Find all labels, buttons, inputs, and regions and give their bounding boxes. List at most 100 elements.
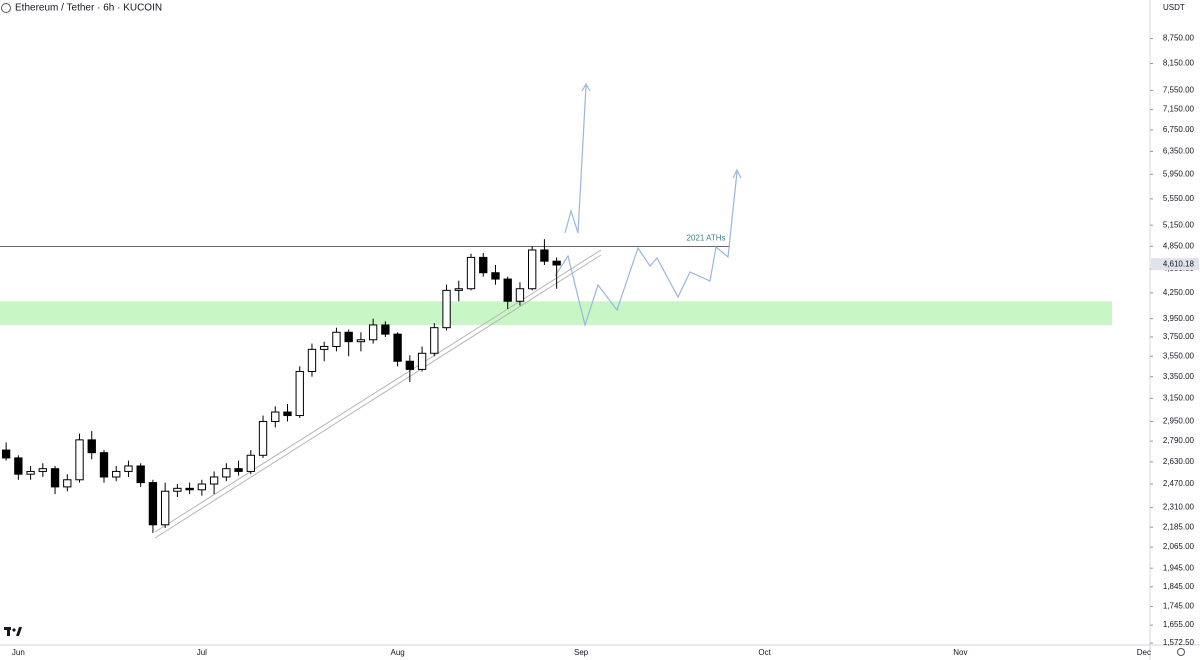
trendline <box>154 254 602 539</box>
y-tick-label: 3,750.00 <box>1163 332 1195 341</box>
x-tick-label: Sep <box>574 648 589 657</box>
candles <box>1 239 561 533</box>
candle-body <box>136 465 145 484</box>
axis-layer: 8,750.00 8,150.00 7,550.00 7,150.00 6,750.00… <box>12 34 1199 657</box>
y-tick-label: 5,150.00 <box>1163 220 1195 229</box>
logo <box>4 627 22 636</box>
x-tick-label: Oct <box>758 648 771 657</box>
candle-body <box>148 482 158 526</box>
candle-body <box>295 370 304 417</box>
last-price-label: 4,610.18 <box>1163 259 1195 268</box>
candle-body <box>258 420 268 456</box>
candle-body <box>356 339 366 343</box>
candle-body <box>283 411 292 417</box>
candle-body <box>87 439 96 454</box>
candle-body <box>491 272 500 280</box>
candle-body <box>26 470 35 475</box>
candle-body <box>112 470 121 478</box>
candle-body <box>173 487 182 492</box>
candle-body <box>222 468 231 478</box>
candle-body <box>234 468 243 472</box>
last-price-box <box>1151 258 1199 271</box>
candle-body <box>271 411 280 422</box>
y-tick-label: 1,845.00 <box>1163 582 1195 591</box>
candle-body <box>209 476 219 485</box>
candle-body <box>1 449 11 459</box>
candle-body <box>197 483 207 491</box>
candle-body <box>332 331 341 347</box>
y-tick-label: 1,745.00 <box>1163 602 1195 611</box>
x-tick-label: Nov <box>953 648 967 657</box>
candle-body <box>99 452 109 478</box>
x-tick-label: Aug <box>390 648 404 657</box>
candle-body <box>50 468 60 488</box>
y-tick-label: 2,185.00 <box>1163 522 1195 531</box>
candle-body <box>124 465 133 472</box>
y-tick-label: 4,850.00 <box>1163 241 1195 250</box>
y-tick-label: 5,950.00 <box>1163 169 1195 178</box>
candle-body <box>38 468 47 472</box>
y-tick-label: 7,150.00 <box>1163 105 1195 114</box>
candle-body <box>479 256 488 274</box>
currency-label: USDT <box>1163 3 1185 12</box>
y-tick-label: 7,550.00 <box>1163 86 1195 95</box>
y-tick-label: 2,790.00 <box>1163 436 1195 445</box>
y-tick-label: 1,655.00 <box>1163 620 1195 629</box>
candle-body <box>368 324 378 341</box>
candle-body <box>185 487 194 491</box>
y-tick-label: 2,630.00 <box>1163 457 1195 466</box>
zone-layer: 2021 ATHs <box>0 233 1112 325</box>
trendline <box>154 249 602 533</box>
candle-body <box>14 457 23 475</box>
settings-icon[interactable] <box>1177 648 1185 656</box>
projection-path <box>564 85 587 234</box>
y-tick-label: 5,550.00 <box>1163 194 1195 203</box>
support-zone <box>0 301 1112 325</box>
y-tick-label: 1,572.50 <box>1163 638 1195 647</box>
candle-body <box>381 324 390 335</box>
candle-body <box>552 260 561 266</box>
y-tick-label: 3,350.00 <box>1163 372 1195 381</box>
y-tick-label: 6,750.00 <box>1163 125 1195 134</box>
candle-body <box>540 249 549 262</box>
y-tick-label: 2,065.00 <box>1163 542 1195 551</box>
y-tick-label: 8,750.00 <box>1163 34 1195 43</box>
symbol-icon <box>1 3 11 13</box>
arrow-head <box>732 168 742 179</box>
candle-body <box>344 331 353 343</box>
candle-body <box>246 454 255 472</box>
candle-body <box>320 345 329 350</box>
candle-body <box>405 360 415 370</box>
x-tick-label: Dec <box>1137 648 1151 657</box>
candle-body <box>307 348 317 372</box>
x-tick-label: Jul <box>197 648 207 657</box>
candle-body <box>442 289 451 329</box>
arrow-head <box>581 82 591 92</box>
ath-label: 2021 ATHs <box>687 233 726 242</box>
y-tick-label: 6,350.00 <box>1163 147 1195 156</box>
x-tick-label: Jun <box>12 648 25 657</box>
candle-body <box>75 439 84 481</box>
candle-body <box>417 352 427 370</box>
y-tick-label: 3,550.00 <box>1163 351 1195 360</box>
candle-body <box>454 288 463 291</box>
candle-body <box>528 249 537 290</box>
candle-body <box>503 278 512 302</box>
y-tick-label: 4,250.00 <box>1163 288 1195 297</box>
y-tick-label: 1,945.00 <box>1163 563 1195 572</box>
y-tick-label: 3,950.00 <box>1163 314 1195 323</box>
y-tick-label: 3,150.00 <box>1163 393 1195 402</box>
y-tick-label: 2,950.00 <box>1163 417 1195 426</box>
candle-body <box>515 288 525 302</box>
y-tick-label: 8,150.00 <box>1163 59 1195 68</box>
candle-body <box>430 327 439 354</box>
projection-path <box>554 171 738 328</box>
candle-body <box>160 490 170 526</box>
candle-body <box>393 333 402 362</box>
candle-body <box>63 479 72 488</box>
y-tick-label: 2,470.00 <box>1163 479 1195 488</box>
y-tick-label: 2,310.00 <box>1163 503 1195 512</box>
currency-box <box>1156 1 1196 15</box>
